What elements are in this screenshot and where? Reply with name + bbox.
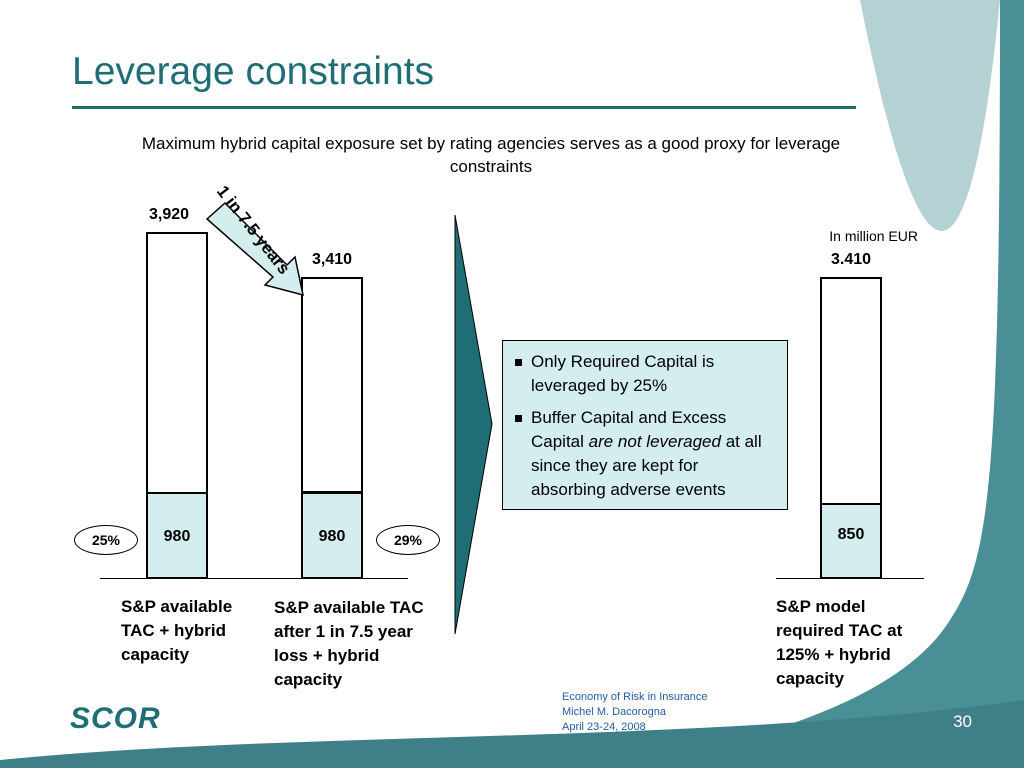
slide-title: Leverage constraints: [72, 50, 435, 93]
pct-badge-25: 25%: [74, 525, 138, 555]
bar-3-bottom-label: 850: [837, 525, 865, 543]
caption-bar-2: S&P available TAC after 1 in 7.5 year lo…: [274, 598, 424, 689]
footer-line-1: Economy of Risk in Insurance: [562, 691, 708, 703]
diagonal-arrow: [205, 201, 304, 297]
svg-text:SCOR: SCOR: [70, 702, 161, 734]
bar-3-upper: [820, 277, 882, 505]
bar-2-total-label: 3,410: [311, 251, 353, 268]
bar-3-total-label: 3.410: [830, 251, 872, 268]
footer-line-3: April 23-24, 2008: [562, 721, 646, 733]
slide-subtitle: Maximum hybrid capital exposure set by r…: [141, 134, 841, 176]
note-box: Only Required Capital is leveraged by 25…: [502, 340, 788, 510]
bar-1-upper: [146, 232, 208, 494]
pct-badge-29: 29%: [376, 525, 440, 555]
bar-1-total-label: 3,920: [148, 206, 190, 223]
scor-logo: SCOR: [70, 702, 161, 734]
bar-2-bottom-label: 980: [318, 528, 346, 545]
bar-1-lower: [146, 491, 208, 579]
bar-2-lower: [301, 491, 363, 579]
unit-note: In million EUR: [829, 228, 918, 244]
note-bullet-1: Only Required Capital is leveraged by 25…: [513, 350, 777, 398]
transition-chevron: [454, 214, 493, 635]
baseline-left: [100, 578, 408, 579]
title-underline: [72, 106, 856, 109]
note-bullet-2: Buffer Capital and Excess Capital are no…: [513, 406, 777, 502]
bar-1-bottom-label: 980: [163, 528, 191, 545]
caption-bar-3: S&P model required TAC at 125% + hybrid …: [776, 597, 903, 688]
note-emphasis: are not leveraged: [588, 432, 721, 451]
footer-info: Economy of Risk in Insurance Michel M. D…: [562, 690, 708, 735]
footer-line-2: Michel M. Dacorogna: [562, 706, 666, 718]
caption-bar-1: S&P available TAC + hybrid capacity: [121, 597, 233, 664]
page-number: 30: [953, 712, 972, 731]
bar-2-upper: [301, 277, 363, 494]
bar-3-lower: [820, 502, 882, 579]
